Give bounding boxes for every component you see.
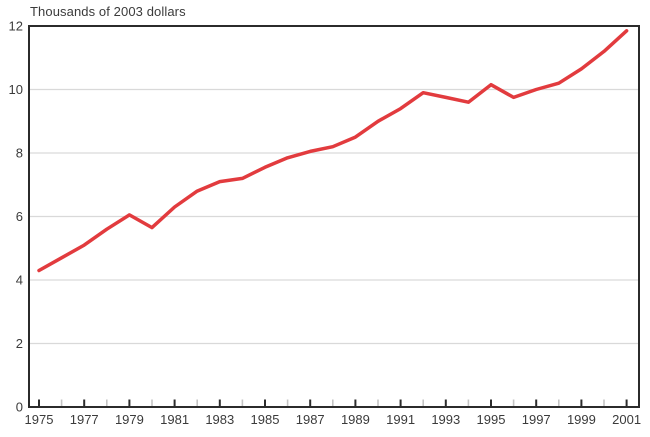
y-tick-label: 2 bbox=[16, 336, 23, 351]
y-tick-label: 0 bbox=[16, 400, 23, 415]
data-line bbox=[37, 29, 629, 273]
x-tick-label: 1983 bbox=[205, 412, 234, 427]
x-tick-label: 1991 bbox=[386, 412, 415, 427]
y-tick-label: 6 bbox=[16, 209, 23, 224]
x-tick-label: 1981 bbox=[160, 412, 189, 427]
x-tick-label: 1997 bbox=[522, 412, 551, 427]
x-tick-label: 1989 bbox=[341, 412, 370, 427]
x-tick-label: 1985 bbox=[251, 412, 280, 427]
y-tick-label: 8 bbox=[16, 146, 23, 161]
x-tick-label: 1999 bbox=[567, 412, 596, 427]
chart-title: Thousands of 2003 dollars bbox=[30, 4, 186, 19]
x-tick-label: 1977 bbox=[70, 412, 99, 427]
x-tick-label: 1995 bbox=[477, 412, 506, 427]
x-tick-label: 1987 bbox=[296, 412, 325, 427]
x-tick-label: 2001 bbox=[612, 412, 641, 427]
x-tick-label: 1979 bbox=[115, 412, 144, 427]
x-tick-label: 1975 bbox=[25, 412, 54, 427]
y-tick-label: 10 bbox=[9, 82, 23, 97]
y-tick-label: 4 bbox=[16, 273, 23, 288]
x-tick-label: 1993 bbox=[431, 412, 460, 427]
plot-frame bbox=[28, 25, 640, 408]
y-tick-label: 12 bbox=[9, 19, 23, 34]
